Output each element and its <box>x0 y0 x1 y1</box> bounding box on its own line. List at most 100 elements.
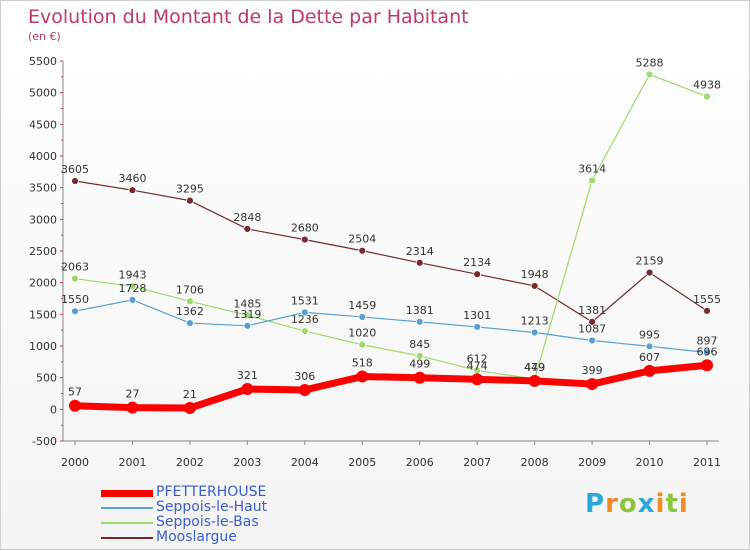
data-point <box>701 359 713 372</box>
data-point <box>300 308 309 317</box>
y-tick-label: 1500 <box>29 308 57 321</box>
data-point <box>71 307 79 316</box>
y-tick-label: 3500 <box>29 182 57 195</box>
data-point <box>415 351 424 360</box>
data-point <box>415 317 424 326</box>
data-point <box>126 401 139 414</box>
x-tick-label: 2001 <box>118 456 146 469</box>
data-label: 2314 <box>406 245 434 258</box>
data-label: 5288 <box>636 56 664 69</box>
data-label: 845 <box>409 338 430 351</box>
data-label: 21 <box>183 388 197 401</box>
data-label: 1381 <box>406 304 434 317</box>
data-point <box>471 373 484 386</box>
data-point <box>588 336 596 345</box>
data-label: 1550 <box>61 293 89 306</box>
legend-label: Mooslargue <box>156 529 237 545</box>
data-label: 57 <box>68 386 82 399</box>
data-label: 479 <box>524 361 545 374</box>
data-point <box>358 246 367 255</box>
legend-label: PFETTERHOUSE <box>156 484 267 500</box>
data-label: 2159 <box>636 255 664 268</box>
chart-subtitle: (en €) <box>28 30 61 43</box>
data-point <box>356 370 369 383</box>
data-label: 1381 <box>578 304 606 317</box>
data-label: 3460 <box>118 172 146 185</box>
data-point <box>71 177 79 185</box>
data-point <box>128 186 137 195</box>
data-point <box>241 383 254 396</box>
data-label: 1236 <box>291 313 319 326</box>
series-line-seppois-le-haut <box>74 299 708 354</box>
data-label: 1948 <box>521 268 549 281</box>
x-tick-label: 2005 <box>348 456 376 469</box>
y-tick-label: 500 <box>36 372 57 385</box>
data-label: 1020 <box>348 327 376 340</box>
data-label: 3614 <box>578 162 606 175</box>
legend-swatch <box>101 537 153 539</box>
data-label: 1706 <box>176 283 204 296</box>
data-point <box>128 295 137 304</box>
data-label: 696 <box>697 345 718 358</box>
data-point <box>586 378 599 391</box>
legend-label: Seppois-le-Haut <box>156 499 268 515</box>
data-label: 1362 <box>176 305 204 318</box>
data-point <box>298 383 311 396</box>
y-tick-label: 3000 <box>29 213 57 226</box>
data-label: 474 <box>467 359 488 372</box>
y-tick-label: 4000 <box>29 150 57 163</box>
legend-swatch <box>101 489 153 497</box>
data-label: 449 <box>524 361 545 374</box>
logo-letter: t <box>665 489 679 519</box>
data-label: 27 <box>125 388 139 401</box>
data-label: 2063 <box>61 261 89 274</box>
data-label: 1301 <box>463 309 491 322</box>
data-point <box>588 317 596 326</box>
data-point <box>645 268 654 277</box>
data-label: 321 <box>237 369 258 382</box>
data-label: 607 <box>639 351 660 364</box>
y-tick-label: 5000 <box>29 87 57 100</box>
x-tick-label: 2010 <box>636 456 664 469</box>
data-label: 612 <box>467 353 488 366</box>
series-line-seppois-le-bas <box>74 73 708 380</box>
logo-letter: x <box>637 489 656 519</box>
logo-letter: P <box>585 489 606 519</box>
x-tick-label: 2002 <box>176 456 204 469</box>
data-label: 995 <box>639 328 660 341</box>
data-point <box>703 92 711 101</box>
data-point <box>645 342 654 351</box>
data-point <box>645 70 654 79</box>
legend-label: Seppois-le-Bas <box>156 514 259 530</box>
data-label: 3605 <box>61 163 89 176</box>
data-label: 1943 <box>118 268 146 281</box>
y-tick-label: -500 <box>32 435 57 448</box>
logo-letter: i <box>655 489 666 519</box>
x-tick-label: 2011 <box>693 456 721 469</box>
data-label: 399 <box>582 364 603 377</box>
data-label: 1319 <box>233 308 261 321</box>
data-point <box>128 282 137 291</box>
data-label: 1087 <box>578 322 606 335</box>
data-label: 1485 <box>233 297 261 310</box>
data-point <box>530 328 539 337</box>
y-tick-label: 2500 <box>29 245 57 258</box>
data-point <box>358 313 367 321</box>
logo-letter: o <box>618 489 638 519</box>
data-label: 2848 <box>233 211 261 224</box>
logo-letter: r <box>605 489 619 519</box>
data-label: 3295 <box>176 183 204 196</box>
y-tick-label: 4500 <box>29 118 57 131</box>
data-point <box>243 321 252 330</box>
x-tick-label: 2007 <box>463 456 491 469</box>
data-point <box>243 311 252 320</box>
data-point <box>71 274 79 283</box>
data-label: 1213 <box>521 315 549 328</box>
data-label: 306 <box>294 370 315 383</box>
data-label: 2134 <box>463 256 491 269</box>
data-point <box>358 340 367 349</box>
y-tick-label: 0 <box>50 403 57 416</box>
proxiti-logo: Proxiti <box>585 489 689 519</box>
